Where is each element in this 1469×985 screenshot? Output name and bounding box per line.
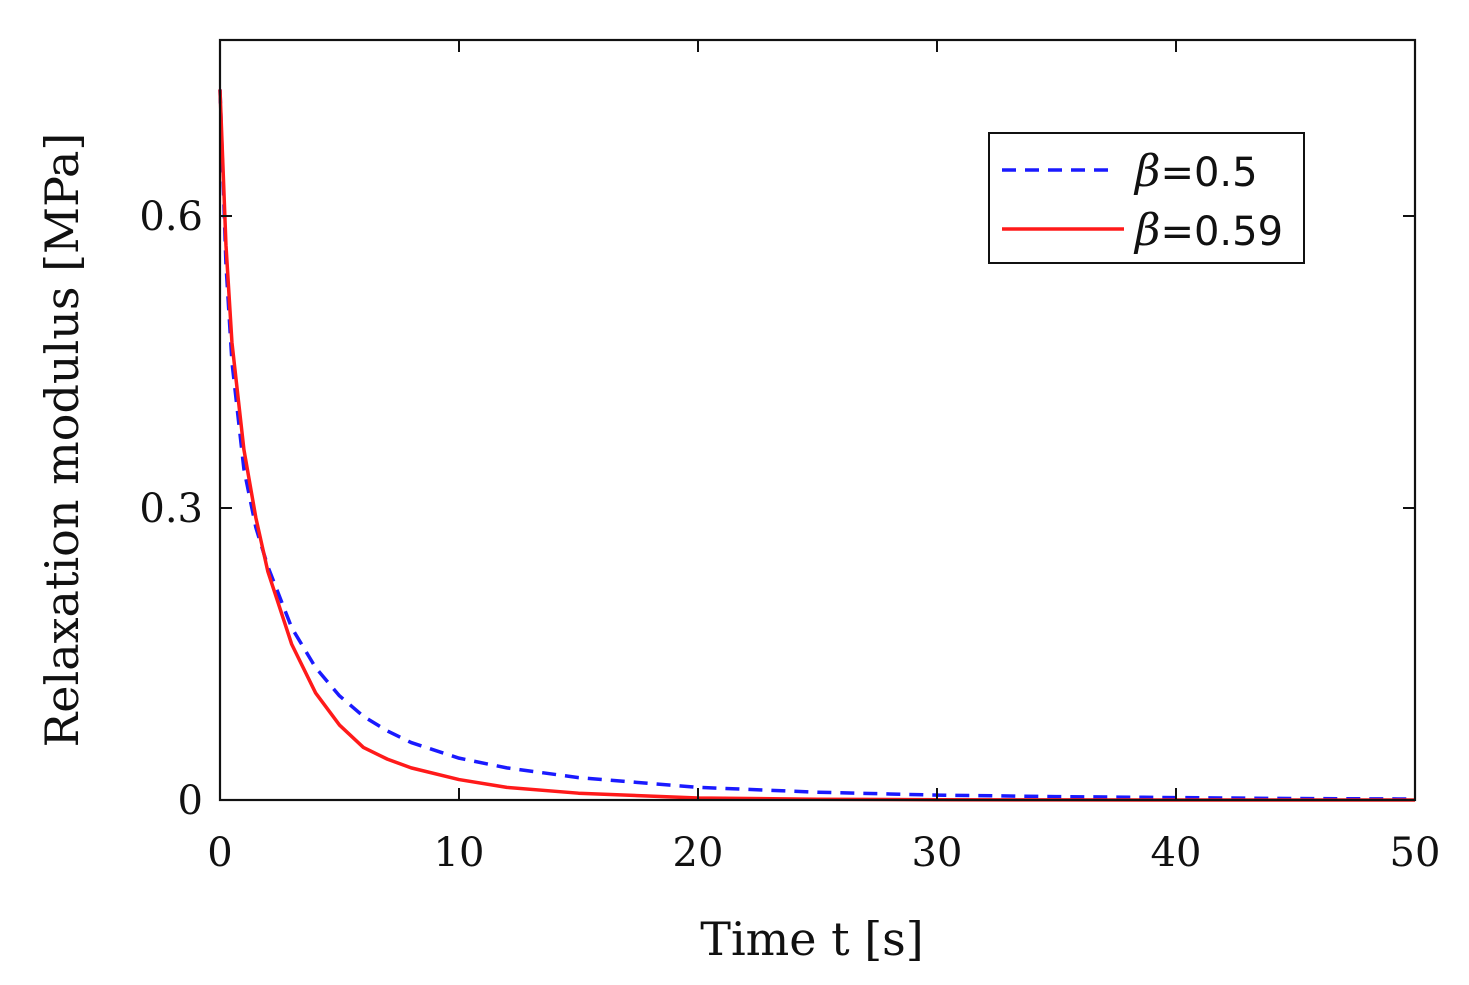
legend-label-beta-0.59: β=0.59 [1133, 205, 1283, 256]
legend-label-beta-0.5: β=0.5 [1133, 146, 1258, 197]
y-axis-title: Relaxation modulus [MPa] [35, 133, 89, 748]
legend: β=0.5 β=0.59 [988, 132, 1305, 264]
legend-value-beta-0.59: =0.59 [1160, 209, 1283, 255]
x-tick-label-30: 30 [912, 830, 963, 876]
plot-frame [218, 38, 1417, 802]
y-tick-label-0.3: 0.3 [139, 486, 203, 532]
legend-value-beta-0.5: =0.5 [1160, 150, 1257, 196]
x-tick-label-50: 50 [1390, 830, 1441, 876]
x-tick-label-0: 0 [207, 830, 232, 876]
legend-symbol-beta-0.59: β [1133, 205, 1160, 256]
series-line-beta-0.5 [218, 89, 1416, 801]
x-tick-label-10: 10 [434, 830, 485, 876]
y-tick-label-0.6: 0.6 [139, 194, 203, 240]
y-tick-label-0: 0 [178, 778, 203, 824]
x-tick-label-40: 40 [1151, 830, 1202, 876]
ticks-layer: 0 10 20 30 40 50 0 0.3 0.6 [139, 40, 1440, 876]
x-tick-label-20: 20 [673, 830, 724, 876]
legend-symbol-beta-0.5: β [1133, 146, 1160, 197]
legend-box [988, 132, 1305, 264]
x-axis-title: Time t [s] [700, 912, 923, 966]
